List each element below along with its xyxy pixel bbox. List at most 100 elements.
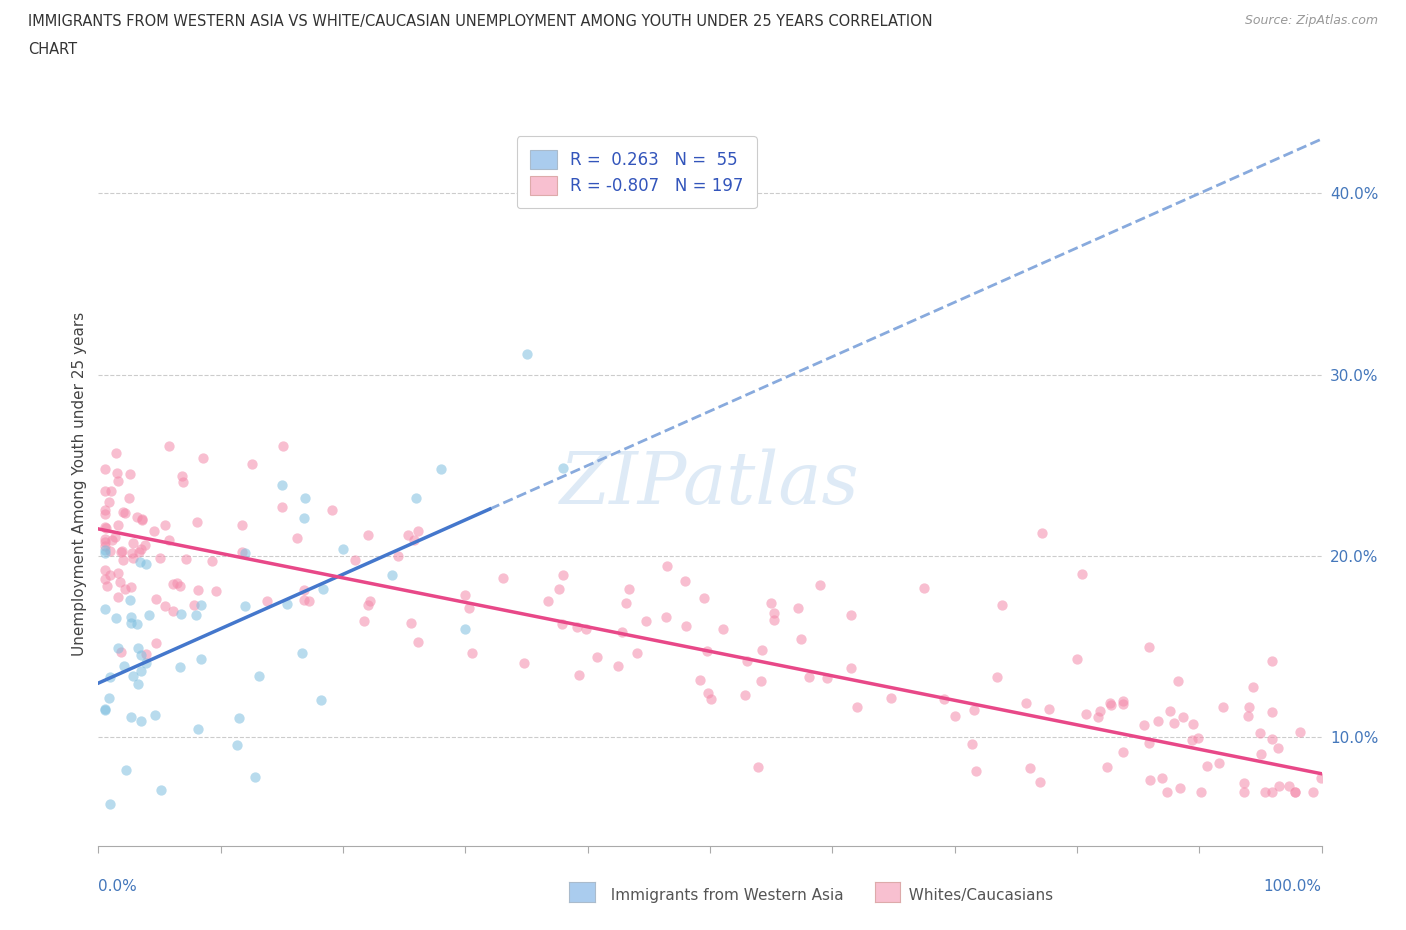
Point xyxy=(205,584,228,599)
Point xyxy=(107,473,129,488)
Point xyxy=(749,673,772,688)
Point xyxy=(100,670,122,684)
Point xyxy=(150,783,173,798)
Point xyxy=(1208,755,1230,770)
Point xyxy=(98,690,121,705)
Point xyxy=(129,541,152,556)
Point xyxy=(1112,697,1135,711)
Point xyxy=(1261,654,1284,669)
Point xyxy=(93,502,115,517)
Point xyxy=(759,595,782,610)
Point xyxy=(515,347,537,362)
Point xyxy=(1254,785,1277,800)
Point xyxy=(932,691,955,706)
Point xyxy=(118,592,141,607)
Point xyxy=(673,574,696,589)
Point xyxy=(270,477,294,492)
Point xyxy=(1156,785,1178,800)
Point xyxy=(166,576,188,591)
Point xyxy=(1088,704,1111,719)
Point xyxy=(737,654,759,669)
Point xyxy=(1237,699,1260,714)
Point xyxy=(537,593,560,608)
Point xyxy=(120,609,142,624)
Point xyxy=(381,567,404,582)
Point xyxy=(1074,707,1097,722)
Point xyxy=(711,621,734,636)
Point xyxy=(172,474,194,489)
Point xyxy=(145,591,167,606)
Point xyxy=(797,670,820,684)
Point xyxy=(94,701,117,716)
Point xyxy=(585,650,607,665)
Point xyxy=(751,643,773,658)
Point xyxy=(454,621,477,636)
Point xyxy=(98,568,121,583)
Point xyxy=(134,538,156,552)
Point xyxy=(696,644,718,658)
Point xyxy=(606,658,628,673)
Point xyxy=(105,611,128,626)
Text: Immigrants from Western Asia: Immigrants from Western Asia xyxy=(562,888,844,903)
Point xyxy=(943,708,966,723)
Point xyxy=(121,545,143,560)
Point xyxy=(228,711,250,725)
Point xyxy=(1173,710,1195,724)
Point xyxy=(790,631,813,646)
Point xyxy=(332,541,354,556)
Point xyxy=(963,702,986,717)
Point xyxy=(162,604,184,618)
Point xyxy=(1233,785,1256,800)
Point xyxy=(107,590,129,604)
Point xyxy=(1029,775,1052,790)
Point xyxy=(1233,776,1256,790)
Point xyxy=(231,517,253,532)
Point xyxy=(430,462,453,477)
Point xyxy=(359,593,381,608)
Point xyxy=(1019,761,1042,776)
Point xyxy=(276,596,298,611)
Point xyxy=(396,527,419,542)
Point xyxy=(142,524,165,538)
Point xyxy=(122,551,145,565)
Point xyxy=(201,553,224,568)
Point xyxy=(612,625,634,640)
Point xyxy=(129,648,152,663)
Point xyxy=(1189,785,1212,800)
Point xyxy=(233,598,256,613)
Point xyxy=(1249,725,1271,740)
Point xyxy=(118,491,141,506)
Text: ZIPatlas: ZIPatlas xyxy=(560,448,860,519)
Point xyxy=(1187,730,1209,745)
Point xyxy=(93,703,115,718)
Point xyxy=(1284,785,1306,800)
Point xyxy=(240,456,263,471)
Point xyxy=(492,571,515,586)
Point xyxy=(120,580,142,595)
Point xyxy=(129,713,152,728)
Point xyxy=(1284,785,1306,800)
Point xyxy=(1289,724,1312,739)
Point xyxy=(131,512,153,527)
Point xyxy=(231,544,253,559)
Point xyxy=(553,460,575,475)
Point xyxy=(93,484,115,498)
Point xyxy=(1070,567,1092,582)
Point xyxy=(747,760,769,775)
Point xyxy=(143,708,166,723)
Point xyxy=(129,554,152,569)
Point xyxy=(357,527,380,542)
Point xyxy=(187,583,209,598)
Point xyxy=(98,796,121,811)
Point xyxy=(1112,694,1135,709)
Point xyxy=(96,578,118,593)
Point xyxy=(94,521,117,536)
Point xyxy=(170,469,193,484)
Point xyxy=(353,614,375,629)
Point xyxy=(1159,704,1181,719)
Point xyxy=(298,593,321,608)
Point xyxy=(190,598,212,613)
Point xyxy=(402,532,425,547)
Point xyxy=(1167,673,1189,688)
Text: CHART: CHART xyxy=(28,42,77,57)
